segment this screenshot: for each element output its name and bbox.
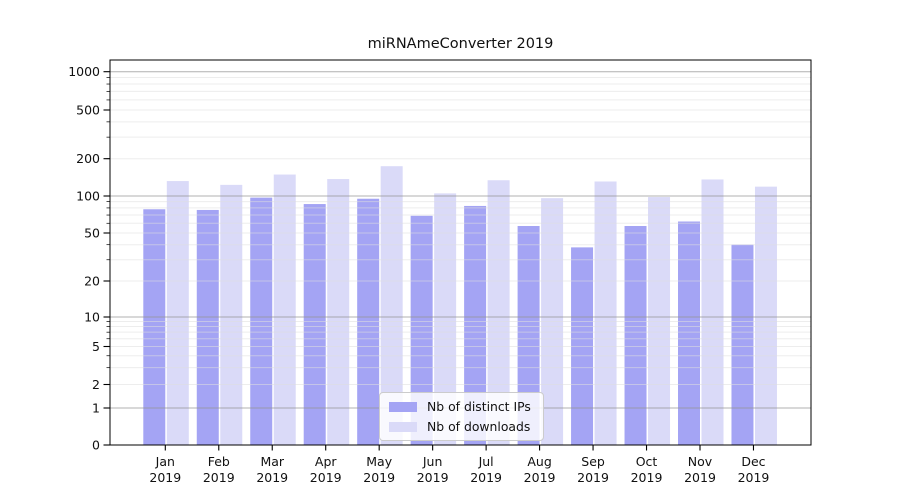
y-tick-label: 500 [76,102,100,117]
bar-downloads-mar [273,174,296,446]
x-tick-label-month: Jul [478,454,494,469]
x-tick-label-month: Jan [155,454,175,469]
bar-distinct-ips-jul [464,205,487,445]
x-tick-label-year: 2019 [149,470,181,485]
legend-item-downloads: Nb of downloads [389,419,531,434]
legend-item-distinct-ips: Nb of distinct IPs [389,399,531,414]
bar-distinct-ips-feb [196,209,219,445]
y-tick-label: 20 [84,273,100,288]
legend-label-distinct-ips: Nb of distinct IPs [427,399,531,414]
x-tick-label-year: 2019 [524,470,556,485]
x-tick-label-year: 2019 [417,470,449,485]
y-tick-label: 10 [84,309,100,324]
y-tick-label: 200 [76,151,100,166]
bar-downloads-sep [594,181,617,445]
bar-downloads-dec [754,186,777,445]
legend-swatch-downloads [389,421,417,432]
bar-distinct-ips-apr [303,204,326,445]
x-tick-label-month: Apr [315,454,337,469]
x-tick-label-year: 2019 [738,470,770,485]
legend-label-downloads: Nb of downloads [427,419,531,434]
x-tick-label-month: Mar [260,454,284,469]
x-tick-label-year: 2019 [577,470,609,485]
bar-downloads-jul [487,180,510,445]
legend-swatch-distinct-ips [389,401,417,412]
bar-downloads-jan [166,181,189,445]
bar-downloads-jun [434,193,457,445]
x-tick-label-month: May [366,454,392,469]
bar-downloads-may [380,166,403,446]
x-tick-label-year: 2019 [310,470,342,485]
plot-frame [109,59,812,446]
x-tick-label-year: 2019 [470,470,502,485]
x-tick-label-month: Sep [581,454,605,469]
x-tick-label-month: Dec [741,454,765,469]
y-tick-label: 5 [92,339,100,354]
x-tick-label-year: 2019 [631,470,663,485]
bar-distinct-ips-oct [624,226,647,445]
x-tick-label-year: 2019 [256,470,288,485]
x-tick-label-month: Oct [636,454,658,469]
x-tick-label-month: Feb [208,454,230,469]
x-tick-label-year: 2019 [363,470,395,485]
y-tick-label: 0 [92,437,100,452]
y-tick-label: 1000 [68,64,100,79]
legend: Nb of distinct IPs Nb of downloads [379,392,544,441]
x-tick-label-month: Aug [527,454,551,469]
bar-distinct-ips-jun [410,215,433,445]
bar-downloads-apr [327,179,350,445]
x-tick-label-month: Jun [422,454,443,469]
chart-title: miRNAmeConverter 2019 [367,36,554,52]
x-tick-label-year: 2019 [203,470,235,485]
y-tick-label: 100 [76,188,100,203]
x-tick-label-month: Nov [688,454,713,469]
y-tick-label: 1 [92,400,100,415]
y-tick-label: 2 [92,377,100,392]
bar-downloads-feb [220,184,243,445]
bar-distinct-ips-jan [143,209,166,445]
bar-distinct-ips-dec [731,244,754,445]
bar-distinct-ips-nov [678,221,700,445]
y-tick-label: 50 [84,225,100,240]
bar-downloads-nov [701,179,724,445]
x-tick-label-year: 2019 [684,470,716,485]
